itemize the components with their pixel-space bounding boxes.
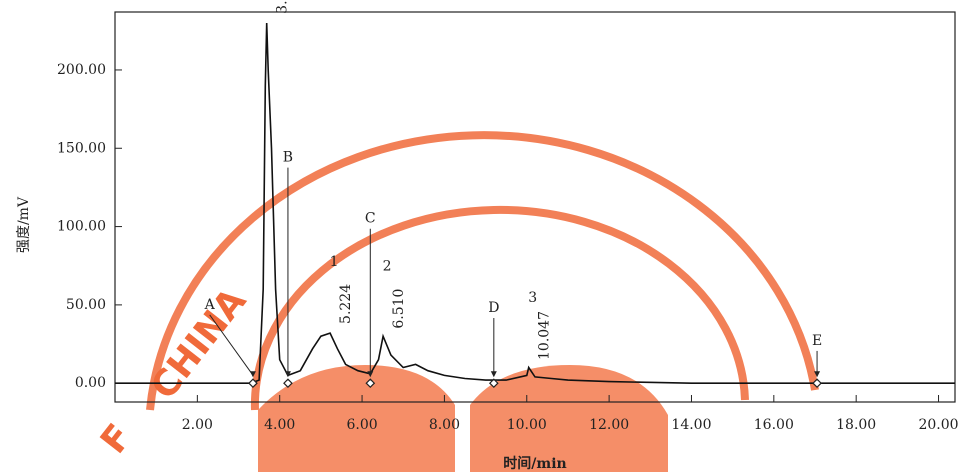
peak-number: 3 (528, 290, 537, 306)
marker-label: A (204, 297, 216, 313)
x-tick-label: 10.00 (507, 417, 547, 433)
peak-label: 5.224 (338, 284, 354, 324)
peak-label: 10.047 (537, 311, 553, 360)
watermark-text: CHINA (143, 281, 254, 407)
x-axis-label: 时间/min (503, 455, 566, 472)
peak-number: 1 (330, 254, 339, 270)
watermark-blob (470, 365, 668, 472)
peak-label: 3.683 (275, 0, 291, 14)
marker-label: C (365, 211, 376, 227)
plot-frame (114, 11, 956, 403)
marker-diamond (283, 378, 293, 389)
peak-number: 2 (383, 259, 392, 275)
x-tick-label: 20.00 (918, 417, 958, 433)
marker-head (367, 371, 374, 378)
trace-line (115, 22, 955, 384)
marker-diamond (812, 378, 822, 389)
y-tick-label: 0.00 (75, 375, 106, 391)
y-tick-label: 200.00 (57, 62, 106, 78)
peak-label: 6.510 (391, 289, 407, 329)
watermark-text: F (93, 417, 140, 462)
x-tick-label: 12.00 (589, 417, 629, 433)
watermark-blob (258, 365, 455, 472)
watermark-arc (250, 206, 749, 411)
marker-arrow (209, 314, 254, 376)
x-tick-label: 18.00 (836, 417, 876, 433)
y-tick-label: 150.00 (57, 140, 106, 156)
marker-head (490, 371, 497, 378)
x-tick-label: 6.00 (346, 417, 377, 433)
y-axis-label: 强度/mV (16, 196, 32, 253)
marker-head (814, 371, 821, 378)
marker-label: B (283, 150, 293, 166)
marker-diamond (248, 378, 258, 389)
marker-head (249, 371, 256, 378)
y-tick-label: 100.00 (57, 219, 106, 235)
marker-diamond (365, 378, 376, 389)
watermark-shapes (146, 131, 819, 472)
x-tick-label: 2.00 (182, 417, 213, 433)
x-tick-label: 16.00 (754, 417, 794, 433)
x-tick-label: 14.00 (671, 417, 711, 433)
marker-diamond (488, 378, 499, 389)
x-tick-label: 8.00 (429, 417, 460, 433)
marker-label: D (488, 300, 499, 316)
x-tick-label: 4.00 (264, 417, 295, 433)
watermark-arc (146, 131, 819, 411)
marker-label: E (812, 333, 822, 349)
y-tick-label: 50.00 (66, 297, 106, 313)
marker-head (284, 371, 291, 378)
